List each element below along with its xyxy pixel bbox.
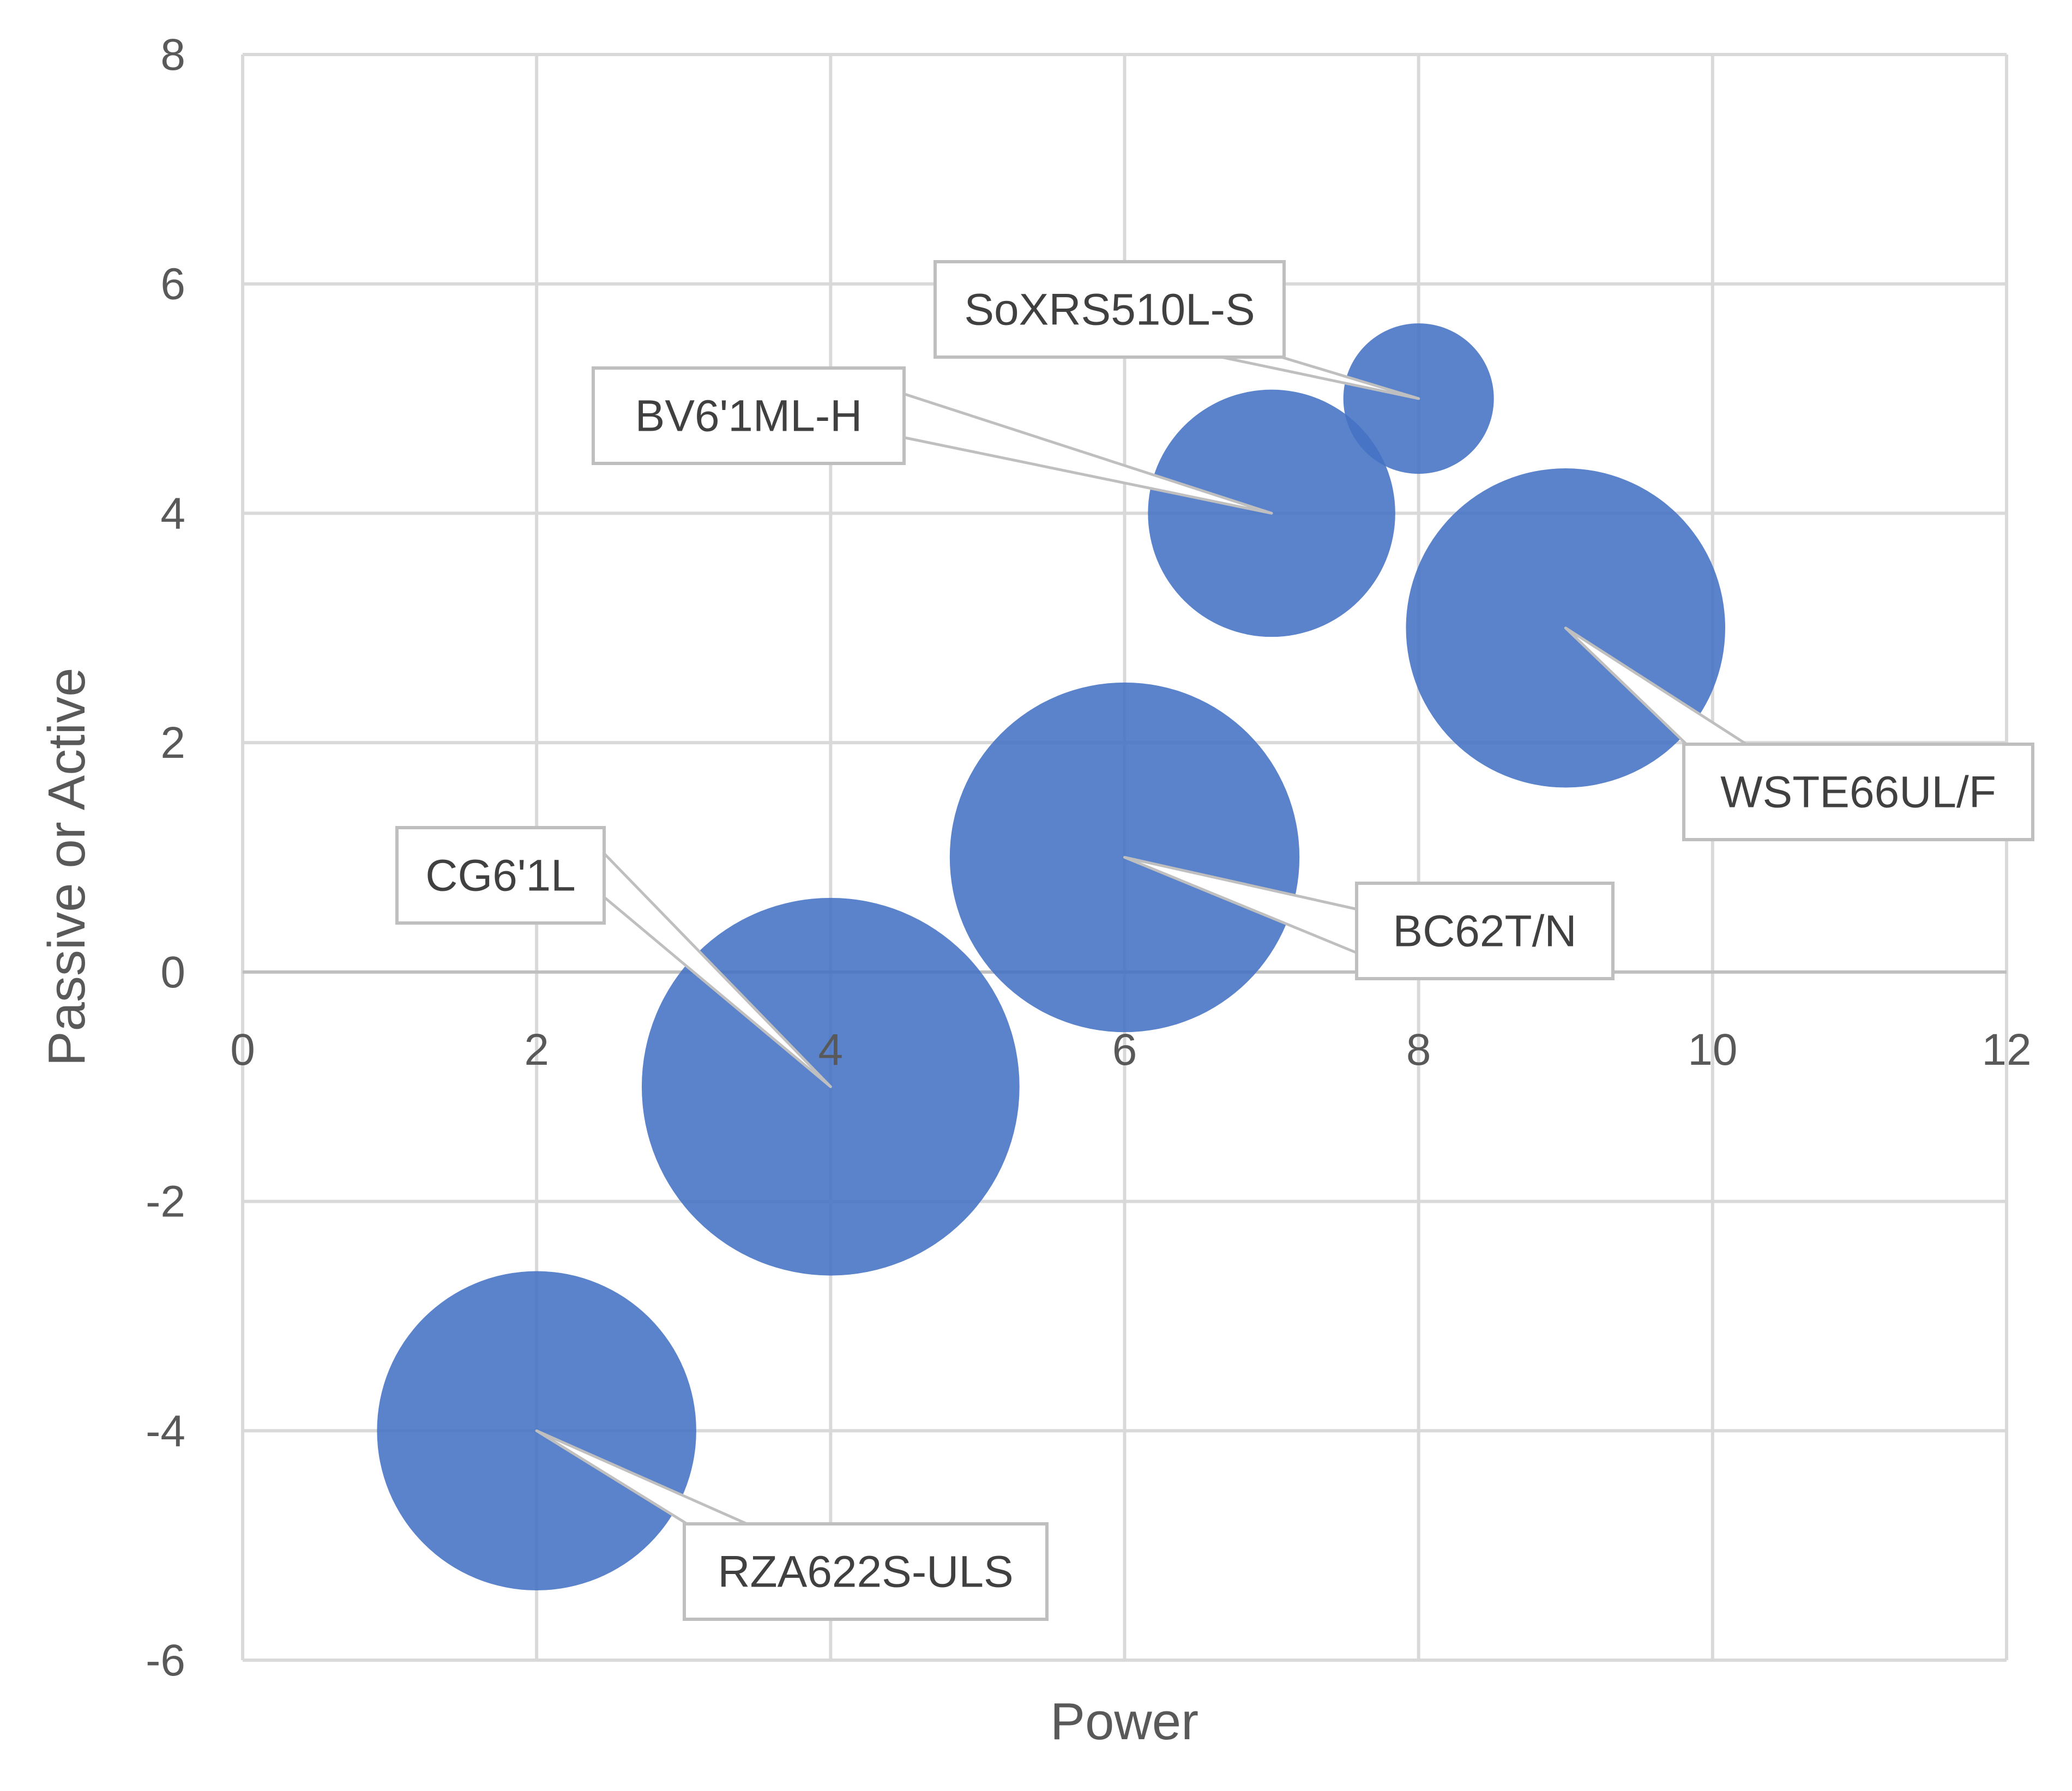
x-axis-title: Power bbox=[1050, 1692, 1198, 1751]
callout-box bbox=[933, 260, 1286, 359]
callout-box bbox=[1355, 882, 1615, 980]
y-tick-label: 0 bbox=[160, 948, 185, 997]
data-label: BC62T/N bbox=[1393, 907, 1576, 956]
data-label-callout: BV6'1ML-H bbox=[592, 366, 1273, 515]
callout-box bbox=[683, 1522, 1049, 1621]
callout-box bbox=[1682, 743, 2034, 841]
x-tick-label: 8 bbox=[1406, 1025, 1431, 1075]
data-label-callout: SoXRS510L-S bbox=[933, 260, 1420, 400]
y-tick-label: -2 bbox=[146, 1177, 185, 1227]
data-label-callout: WSTE66UL/F bbox=[1564, 626, 2034, 841]
x-tick-label: 4 bbox=[818, 1025, 844, 1075]
callout-box bbox=[395, 826, 606, 925]
x-tick-label: 2 bbox=[524, 1025, 549, 1075]
callout-box bbox=[592, 366, 906, 465]
data-label-callouts: SoXRS510L-S BV6'1ML-H CG6'1L BC62T/N WSTE66U… bbox=[395, 260, 2034, 1621]
y-tick-label: -4 bbox=[146, 1406, 185, 1456]
y-tick-label: -6 bbox=[146, 1636, 185, 1685]
y-tick-label: 8 bbox=[160, 30, 185, 80]
x-tick-label: 12 bbox=[1981, 1025, 2031, 1075]
y-axis-title: Passive or Active bbox=[38, 668, 96, 1066]
data-label: BV6'1ML-H bbox=[635, 391, 863, 441]
x-tick-label: 6 bbox=[1112, 1025, 1137, 1075]
y-tick-label: 6 bbox=[160, 260, 185, 309]
data-label-callout: RZA622S-ULS bbox=[535, 1429, 1049, 1621]
data-label-callout: CG6'1L bbox=[395, 826, 832, 1088]
data-label: WSTE66UL/F bbox=[1720, 768, 1996, 817]
data-label: CG6'1L bbox=[425, 851, 575, 901]
tick-labels: 0 2 4 6 8 10 12 -6 -4 -2 0 2 4 6 8 bbox=[146, 30, 2032, 1685]
data-label-callout: BC62T/N bbox=[1123, 856, 1615, 980]
x-tick-label: 10 bbox=[1688, 1025, 1737, 1075]
x-tick-label: 0 bbox=[230, 1025, 255, 1075]
y-tick-label: 4 bbox=[160, 489, 185, 538]
y-tick-label: 2 bbox=[160, 718, 185, 768]
data-label: SoXRS510L-S bbox=[964, 285, 1255, 335]
data-label: RZA622S-ULS bbox=[718, 1547, 1013, 1597]
